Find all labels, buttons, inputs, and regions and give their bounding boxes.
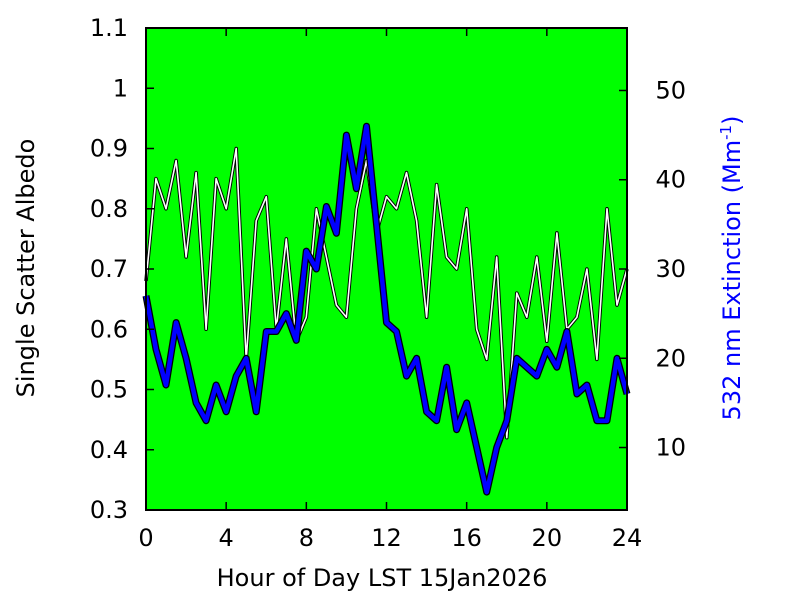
y-left-tick-label: 0.3	[90, 496, 128, 524]
x-tick-label: 20	[532, 524, 563, 552]
y-right-tick-label: 30	[655, 255, 686, 283]
x-tick-label: 4	[219, 524, 234, 552]
plot-background	[146, 28, 627, 510]
x-tick-label: 8	[299, 524, 314, 552]
y-left-tick-label: 1	[113, 74, 128, 102]
y-left-tick-label: 0.9	[90, 135, 128, 163]
y-left-tick-label: 0.4	[90, 436, 128, 464]
y-axis-right-label-close: )	[718, 116, 746, 125]
x-tick-label: 24	[612, 524, 643, 552]
y-right-tick-label: 50	[655, 76, 686, 104]
y-right-tick-label: 40	[655, 166, 686, 194]
axis-ticks: 0 4 8 12 16 20 24 0.3 0.4 0.5 0.6 0.7 0.8 0.9 1 1.1 10 20…	[90, 14, 686, 552]
y-axis-right-label-base: 532 nm Extinction (Mm	[718, 140, 746, 421]
y-right-tick-label: 10	[655, 434, 686, 462]
y-left-tick-label: 0.8	[90, 195, 128, 223]
y-right-tick-label: 20	[655, 344, 686, 372]
y-axis-right-label-sup: -1	[717, 125, 735, 140]
plot-area	[146, 28, 627, 510]
x-tick-label: 0	[138, 524, 153, 552]
y-left-tick-label: 0.6	[90, 315, 128, 343]
y-left-tick-label: 1.1	[90, 14, 128, 42]
x-axis-label: Hour of Day LST 15Jan2026	[217, 564, 548, 592]
y-axis-right-label: 532 nm Extinction (Mm-1)	[717, 116, 746, 421]
series-layer	[142, 122, 631, 496]
y-axis-left-label: Single Scatter Albedo	[12, 139, 40, 398]
x-tick-label: 16	[451, 524, 482, 552]
y-left-tick-label: 0.7	[90, 255, 128, 283]
y-left-tick-label: 0.5	[90, 376, 128, 404]
x-tick-label: 12	[371, 524, 402, 552]
albedo-series-line	[145, 147, 628, 439]
extinction-series-line	[143, 123, 630, 495]
